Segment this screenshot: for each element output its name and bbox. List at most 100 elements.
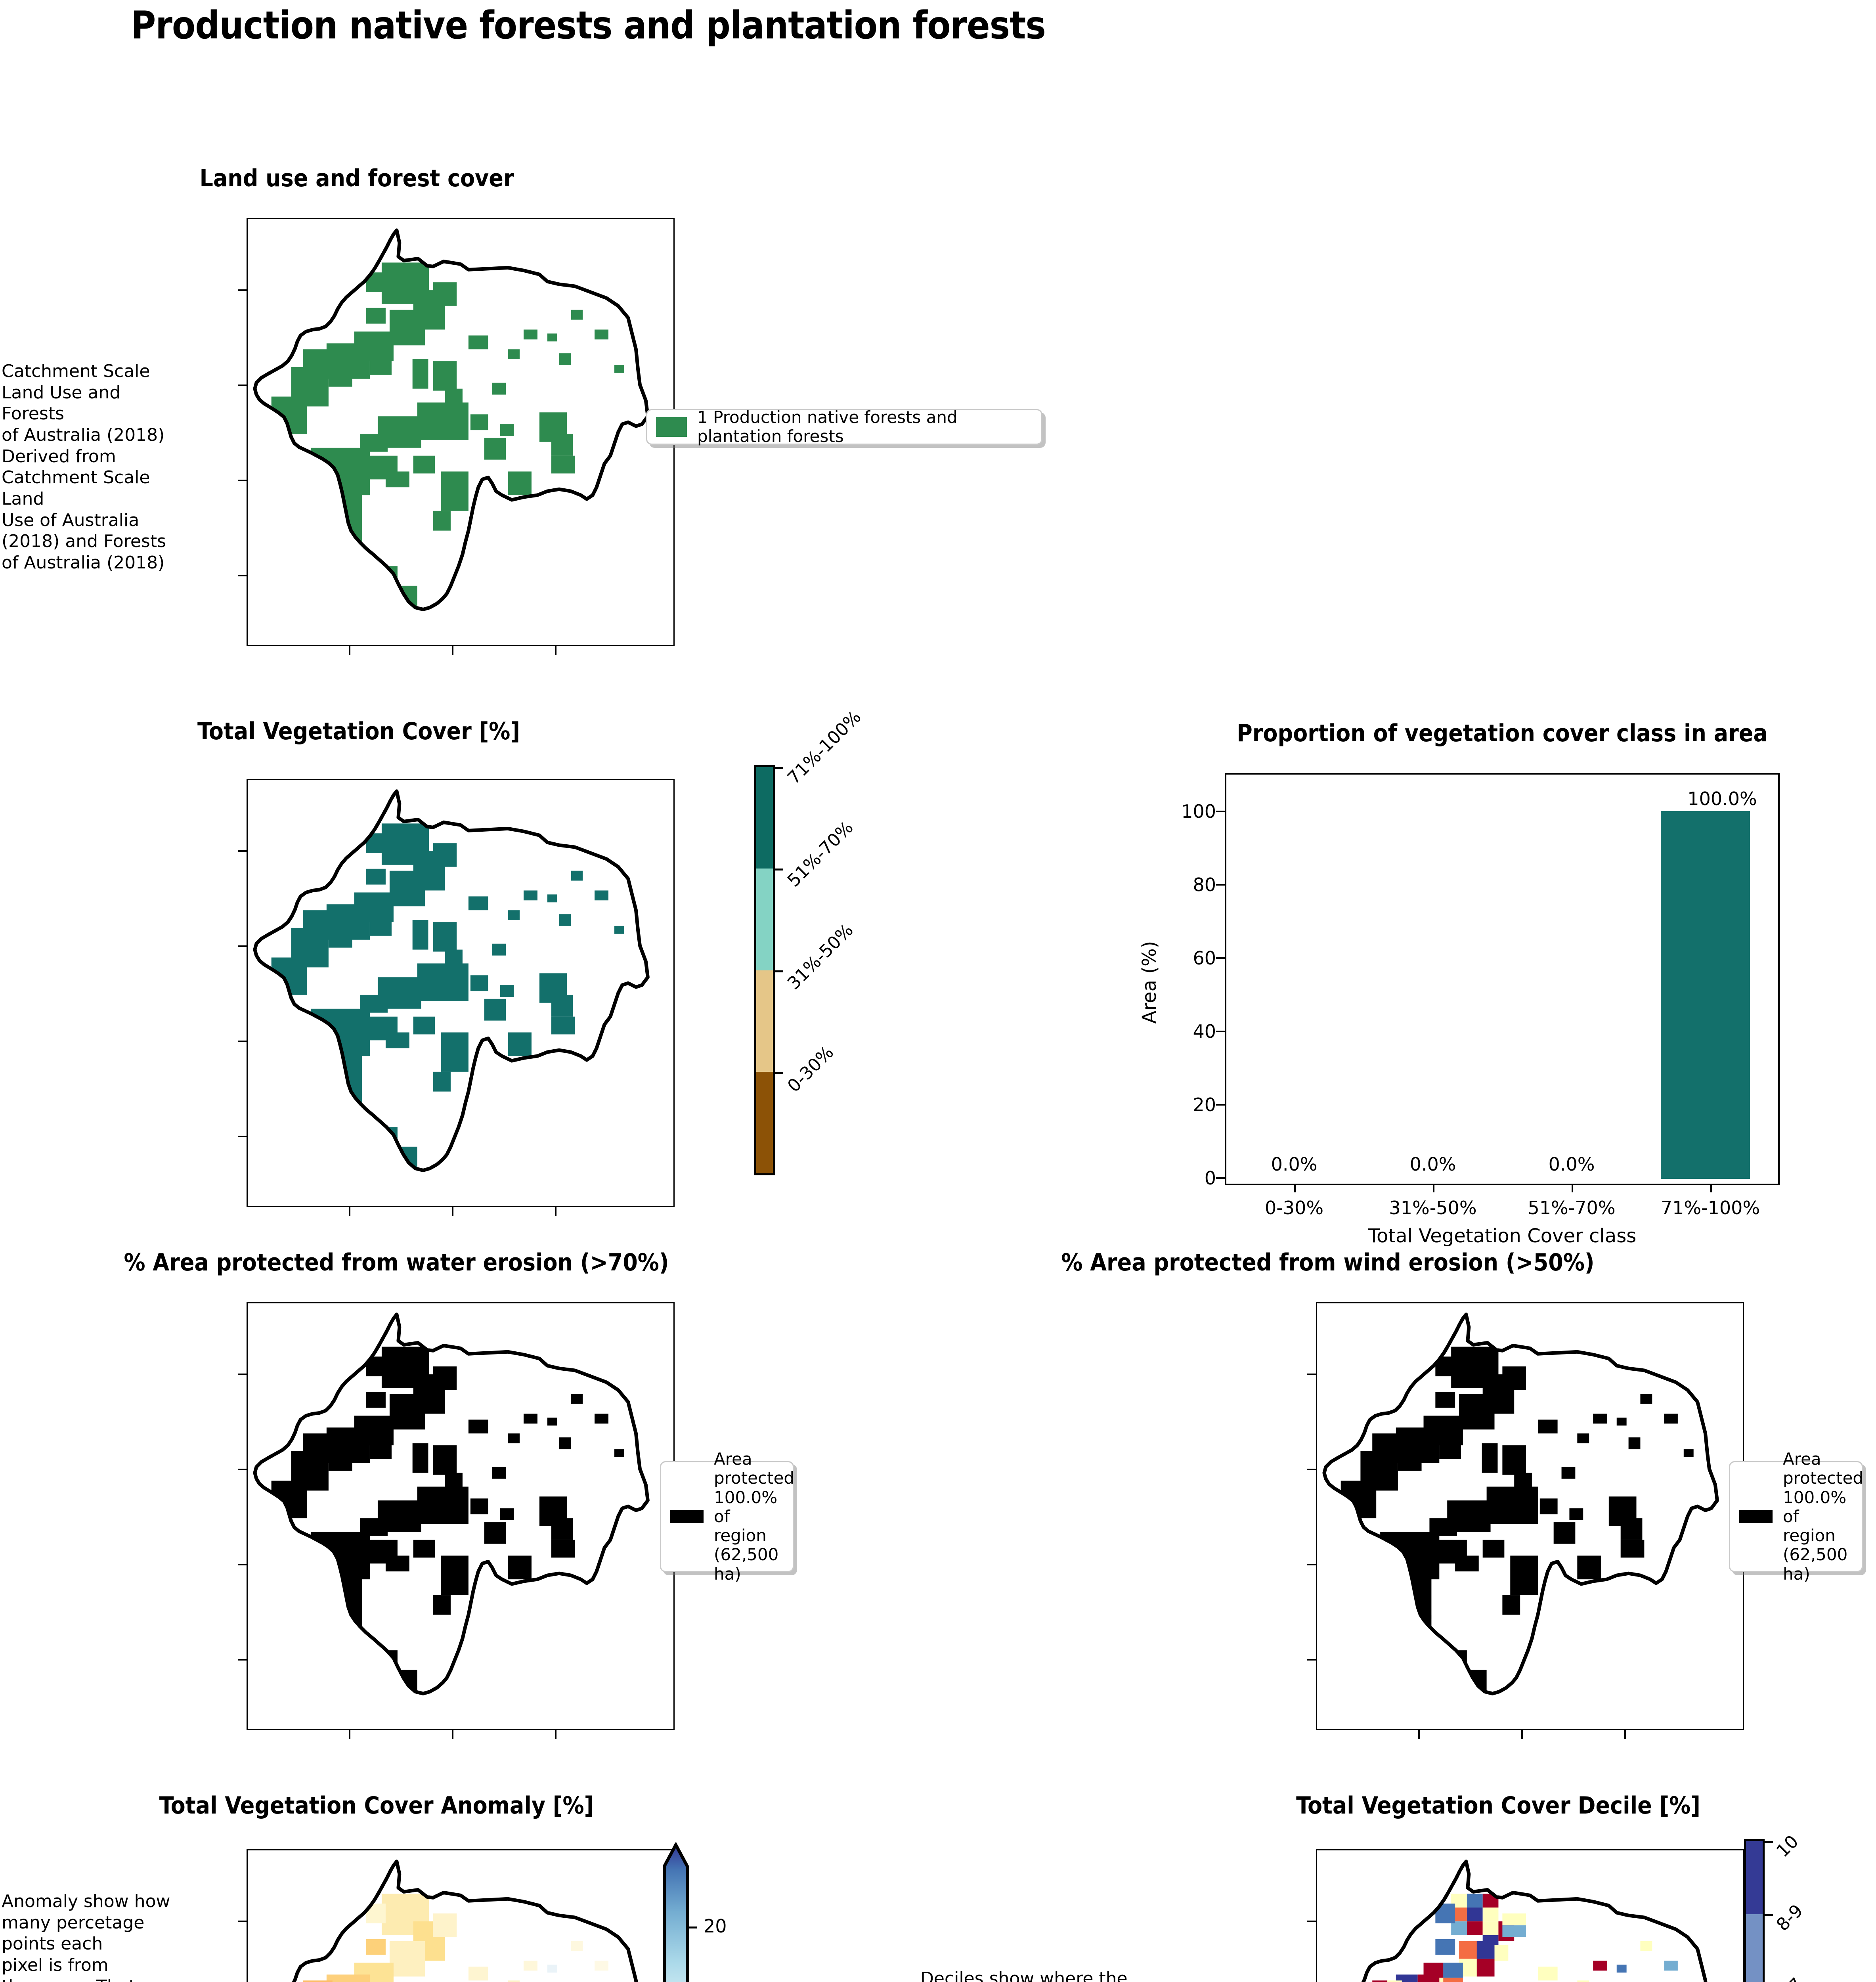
y-tick (1216, 1031, 1225, 1032)
bar-label-0-30: 0.0% (1271, 1154, 1318, 1175)
anomaly-sidenote: Anomaly show how many percetage points e… (2, 1891, 170, 1982)
decile-colorbar[interactable] (1744, 1839, 1773, 1982)
tvc-map-tick (349, 1207, 350, 1216)
cbar-label-51-70: 51%-70% (783, 817, 857, 891)
water-erosion-panel-title: % Area protected from water erosion (>70… (124, 1249, 669, 1276)
bar-label-51-70: 0.0% (1548, 1154, 1595, 1175)
y-tick-label-20: 20 (1193, 1094, 1216, 1115)
landuse-map-tick (238, 575, 247, 576)
cbar-tick (773, 767, 783, 769)
y-tick-label-100: 100 (1181, 801, 1216, 822)
wind-erosion-tick (1624, 1730, 1626, 1739)
legend-label: 1 Production native forests and plantati… (697, 407, 958, 446)
landuse-map-tick (452, 646, 453, 655)
tvc-map-tick (452, 1207, 453, 1216)
x-tick (1433, 1184, 1434, 1192)
water-erosion-tick (238, 1469, 247, 1470)
y-tick (1216, 957, 1225, 959)
tvc-map-svg (248, 780, 673, 1206)
landuse-map[interactable] (247, 218, 675, 646)
bar-label-71-100: 100.0% (1687, 788, 1757, 809)
cbar-tick (773, 1071, 783, 1074)
cbar-segment-31-50 (756, 970, 773, 1072)
cbar-label-71-100: 71%-100% (783, 707, 865, 788)
cbar-tick (687, 1927, 697, 1928)
wind-erosion-tick (1307, 1564, 1316, 1565)
wind-erosion-panel-title: % Area protected from wind erosion (>50%… (1061, 1249, 1595, 1276)
anomaly-cbar-label-20: 20 (704, 1915, 727, 1937)
x-tick-label-51-70: 51%-70% (1528, 1197, 1616, 1219)
legend-color-swatch (656, 417, 687, 437)
bar-71-100[interactable] (1661, 811, 1750, 1179)
water-erosion-tick (238, 1564, 247, 1565)
decile-cbar-label-10: 10 (1772, 1831, 1803, 1861)
anomaly-map[interactable] (247, 1849, 675, 1982)
tvc-map-tick (238, 945, 247, 947)
landuse-map-tick (238, 385, 247, 386)
y-tick (1216, 1104, 1225, 1106)
wind-erosion-tick (1307, 1374, 1316, 1375)
legend-label: Area protected 100.0% of region (62,500 … (1783, 1449, 1864, 1584)
cbar-tick (773, 970, 783, 972)
wind-erosion-legend[interactable]: Area protected 100.0% of region (62,500 … (1729, 1449, 1863, 1583)
y-tick-label-40: 40 (1193, 1021, 1216, 1042)
cbar-segment-51-70 (756, 869, 773, 970)
cbar-segment-8-9 (1746, 1914, 1763, 1982)
x-tick-label-71-100: 71%-100% (1660, 1197, 1760, 1219)
x-tick (1572, 1184, 1573, 1192)
legend-color-swatch (1739, 1510, 1773, 1523)
tvc-map-tick (238, 1041, 247, 1042)
wind-erosion-map-svg (1317, 1303, 1743, 1729)
page-title: Production native forests and plantation… (131, 3, 1046, 48)
landuse-map-tick (555, 646, 556, 655)
bar-chart[interactable]: 0 20 40 60 80 100 0-30% 31%-50% 51%-70% … (1138, 773, 1780, 1247)
anomaly-colorbar-svg (663, 1841, 689, 1982)
cbar-segment-10 (1746, 1841, 1763, 1914)
cbar-tick (773, 869, 783, 871)
water-erosion-legend[interactable]: Area protected 100.0% of region (62,500 … (660, 1449, 794, 1583)
water-erosion-tick (452, 1730, 453, 1739)
x-tick-label-0-30: 0-30% (1264, 1197, 1324, 1219)
cbar-tick (1763, 1841, 1773, 1843)
cbar-label-31-50: 31%-50% (783, 920, 857, 994)
water-erosion-map-svg (248, 1303, 673, 1729)
anomaly-map-svg (248, 1850, 673, 1982)
decile-cbar-label-8-9: 8-9 (1772, 1900, 1807, 1935)
tvc-colorbar[interactable] (754, 765, 783, 1175)
cbar-segment-0-30 (756, 1071, 773, 1173)
anomaly-tick (238, 1921, 247, 1922)
decile-panel-title: Total Vegetation Cover Decile [%] (1296, 1792, 1700, 1819)
landuse-map-tick (238, 289, 247, 291)
landuse-legend[interactable]: 1 Production native forests and plantati… (646, 407, 1042, 446)
wind-erosion-map[interactable] (1316, 1302, 1744, 1730)
y-tick-label-0: 0 (1204, 1167, 1216, 1189)
wind-erosion-tick (1521, 1730, 1523, 1739)
y-axis-title: Area (%) (1138, 941, 1161, 1024)
decile-sidenote: Deciles show where the pixel value lies … (920, 1969, 1128, 1982)
cbar-tick (1763, 1914, 1773, 1916)
y-tick (1216, 1177, 1225, 1179)
tvc-map[interactable] (247, 779, 675, 1207)
y-tick-label-60: 60 (1193, 947, 1216, 969)
water-erosion-tick (349, 1730, 350, 1739)
water-erosion-tick (238, 1659, 247, 1661)
decile-map[interactable] (1316, 1849, 1744, 1982)
landuse-map-svg (248, 219, 673, 645)
x-tick (1710, 1184, 1712, 1192)
wind-erosion-tick (1418, 1730, 1420, 1739)
anomaly-panel-title: Total Vegetation Cover Anomaly [%] (159, 1792, 594, 1819)
x-tick-label-31-50: 31%-50% (1389, 1197, 1477, 1219)
decile-tick (1307, 1921, 1316, 1922)
anomaly-colorbar[interactable] (662, 1841, 697, 1982)
cbar-segment-71-100 (756, 767, 773, 869)
y-tick (1216, 811, 1225, 812)
cbar-label-0-30: 0-30% (783, 1042, 838, 1096)
water-erosion-map[interactable] (247, 1302, 675, 1730)
tvc-map-tick (555, 1207, 556, 1216)
x-tick (1294, 1184, 1296, 1192)
landuse-sidenote: Catchment Scale Land Use and Forests of … (2, 361, 166, 573)
tvc-map-tick (238, 1136, 247, 1137)
wind-erosion-tick (1307, 1659, 1316, 1661)
water-erosion-tick (555, 1730, 556, 1739)
landuse-map-tick (349, 646, 350, 655)
